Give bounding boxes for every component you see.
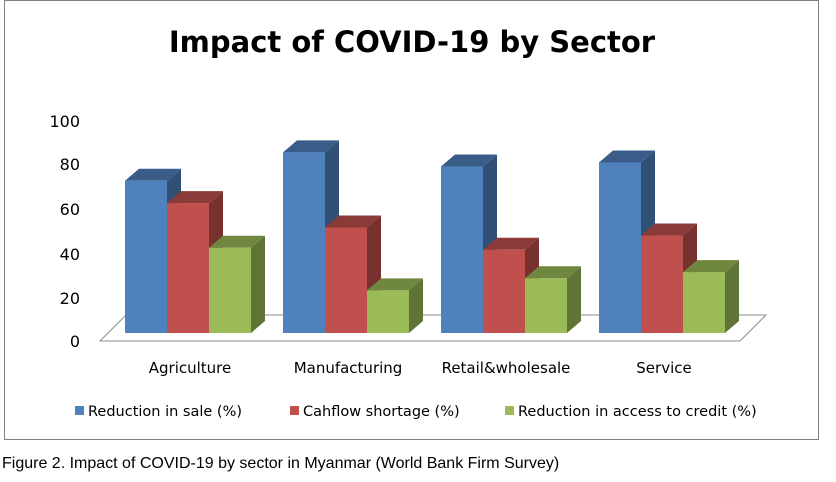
bar-side [567, 266, 581, 333]
legend-label: Cahflow shortage (%) [303, 404, 460, 420]
chart-title: Impact of COVID-19 by Sector [169, 25, 656, 59]
bar-side [725, 260, 739, 333]
bar-front [483, 249, 525, 333]
bar-top [683, 260, 739, 273]
chart-svg: Impact of COVID-19 by Sector 0 20 40 60 80 10… [49, 25, 768, 420]
bar-top [283, 140, 339, 153]
floor-plane [98, 314, 768, 342]
y-tick-label: 80 [60, 155, 80, 174]
bar-front [525, 278, 567, 333]
bar-front [599, 162, 641, 333]
bar-front [167, 203, 209, 333]
legend-label: Reduction in access to credit (%) [518, 404, 757, 420]
legend-swatch [505, 406, 514, 415]
y-axis: 0 20 40 60 80 100 [49, 112, 80, 351]
bar-top [599, 150, 655, 163]
figure-caption: Figure 2. Impact of COVID-19 by sector i… [2, 455, 560, 472]
bar-front [367, 290, 409, 333]
x-tick-label: Service [636, 359, 691, 377]
bar [367, 278, 423, 333]
bar-top [483, 237, 539, 250]
bar-front [125, 180, 167, 333]
bar-top [209, 235, 265, 248]
bar [209, 235, 265, 333]
bars [125, 140, 739, 333]
bar-top [325, 215, 381, 228]
bar-top [125, 168, 181, 181]
bar-top [367, 278, 423, 291]
legend-swatch [290, 406, 299, 415]
y-tick-label: 40 [60, 245, 80, 264]
legend-swatch [75, 406, 84, 415]
bar-front [325, 227, 367, 333]
x-tick-label: Manufacturing [294, 359, 403, 377]
legend: Reduction in sale (%) Cahflow shortage (%… [75, 404, 757, 420]
x-axis: Agriculture Manufacturing Retail&wholesale… [149, 359, 692, 377]
bar-front [209, 247, 251, 333]
chart-floor [98, 314, 768, 342]
y-tick-label: 100 [49, 112, 80, 131]
x-tick-label: Retail&wholesale [442, 359, 571, 377]
bar-front [441, 166, 483, 333]
x-tick-label: Agriculture [149, 359, 232, 377]
bar [683, 260, 739, 333]
bar-side [409, 278, 423, 333]
y-tick-label: 0 [70, 332, 80, 351]
y-tick-label: 60 [60, 200, 80, 219]
bar [525, 266, 581, 333]
bar-top [525, 266, 581, 279]
bar-top [167, 191, 223, 204]
bar-side [251, 235, 265, 333]
y-tick-label: 20 [60, 289, 80, 308]
bar-front [641, 235, 683, 333]
bar-front [683, 272, 725, 333]
bar-top [641, 223, 697, 236]
bar-top [441, 154, 497, 167]
legend-label: Reduction in sale (%) [88, 404, 242, 420]
bar-front [283, 152, 325, 333]
